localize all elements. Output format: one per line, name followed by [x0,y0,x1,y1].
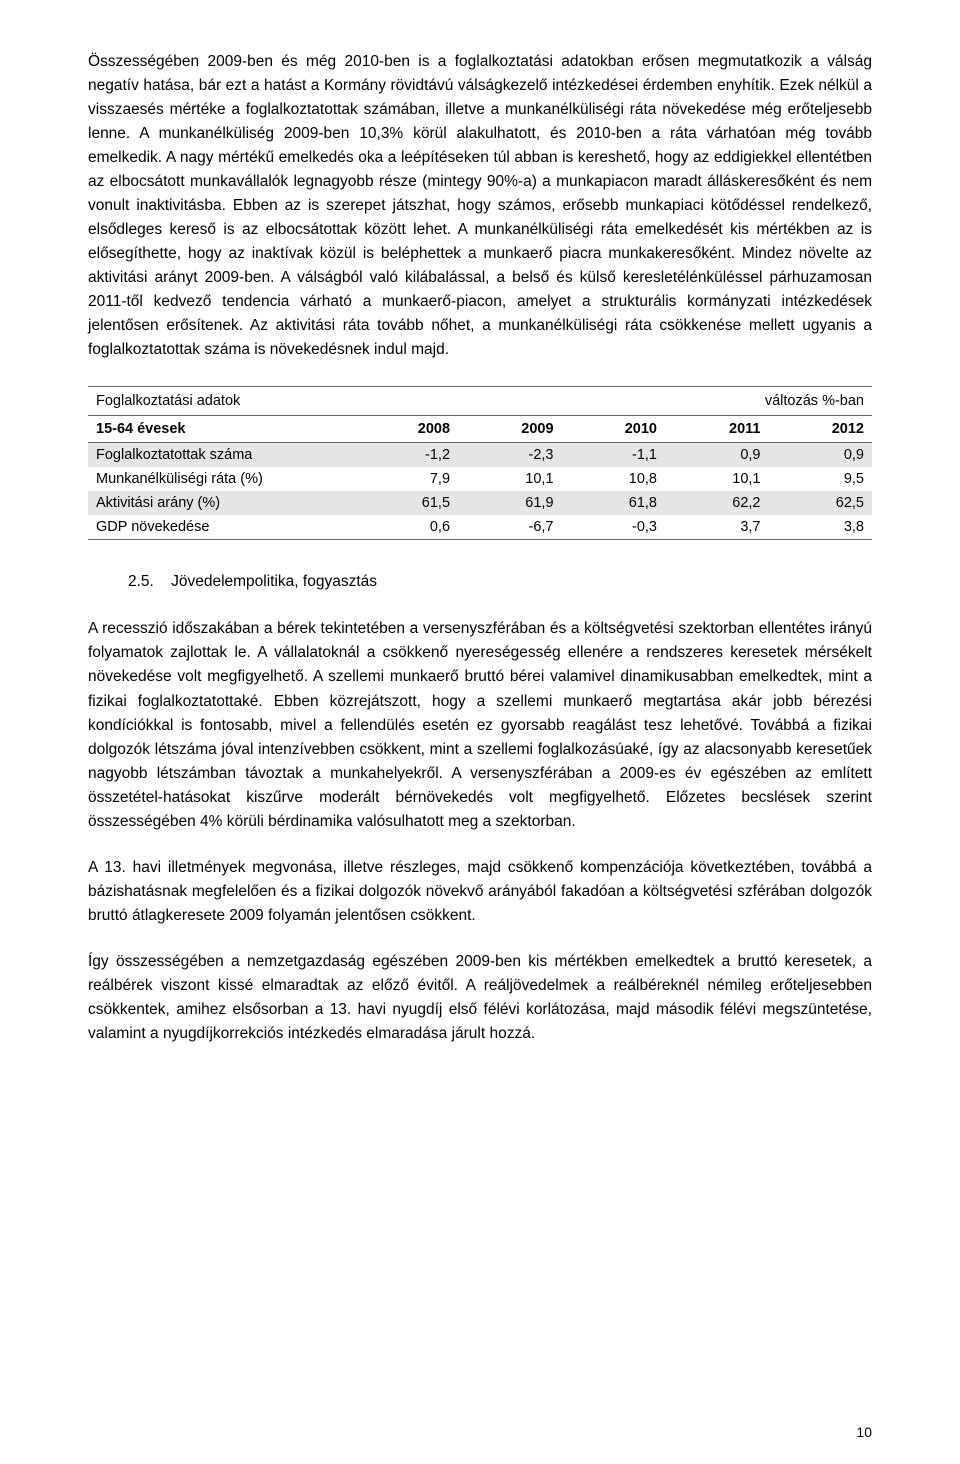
table-cell: -1,1 [562,443,665,468]
table-cell: 61,5 [355,491,458,515]
table-cell-label: Foglalkoztatottak száma [88,443,355,468]
table-title-row: Foglalkoztatási adatok változás %-ban [88,387,872,416]
table-cell: 3,7 [665,515,768,540]
section-heading: 2.5. Jövedelempolitika, fogyasztás [128,570,872,593]
table-cell: 62,2 [665,491,768,515]
table-cell: 61,8 [562,491,665,515]
table-cell: 10,8 [562,467,665,491]
table-cell-label: Munkanélküliségi ráta (%) [88,467,355,491]
section-title: Jövedelempolitika, fogyasztás [171,573,377,590]
table-row: GDP növekedése 0,6 -6,7 -0,3 3,7 3,8 [88,515,872,540]
page-number: 10 [856,1424,872,1440]
table-cell: 7,9 [355,467,458,491]
section-number: 2.5. [128,573,154,590]
table-cell: -2,3 [458,443,561,468]
table-cell: 10,1 [665,467,768,491]
employment-data-table: Foglalkoztatási adatok változás %-ban 15… [88,386,872,540]
table-row: Munkanélküliségi ráta (%) 7,9 10,1 10,8 … [88,467,872,491]
paragraph-4: Így összességében a nemzetgazdaság egész… [88,950,872,1046]
table-row: Aktivitási arány (%) 61,5 61,9 61,8 62,2… [88,491,872,515]
table-cell-label: Aktivitási arány (%) [88,491,355,515]
table-cell: 0,6 [355,515,458,540]
paragraph-1: Összességében 2009-ben és még 2010-ben i… [88,50,872,362]
table-header-2010: 2010 [562,416,665,443]
table-cell: 9,5 [768,467,872,491]
table-header-2011: 2011 [665,416,768,443]
paragraph-2: A recesszió időszakában a bérek tekintet… [88,617,872,833]
table-cell-label: GDP növekedése [88,515,355,540]
table-cell: 61,9 [458,491,561,515]
table-header-row: 15-64 évesek 2008 2009 2010 2011 2012 [88,416,872,443]
table-row: Foglalkoztatottak száma -1,2 -2,3 -1,1 0… [88,443,872,468]
table-cell: -6,7 [458,515,561,540]
document-page: Összességében 2009-ben és még 2010-ben i… [0,0,960,1464]
paragraph-3: A 13. havi illetmények megvonása, illetv… [88,856,872,928]
table-cell: -1,2 [355,443,458,468]
table-cell: 0,9 [665,443,768,468]
table-cell: 10,1 [458,467,561,491]
table-cell: 3,8 [768,515,872,540]
table-cell: 62,5 [768,491,872,515]
table-header-2012: 2012 [768,416,872,443]
table-title-right: változás %-ban [562,387,872,416]
table-cell: -0,3 [562,515,665,540]
table-header-2008: 2008 [355,416,458,443]
table-cell: 0,9 [768,443,872,468]
table-header-2009: 2009 [458,416,561,443]
table-title-left: Foglalkoztatási adatok [88,387,562,416]
table-header-label: 15-64 évesek [88,416,355,443]
